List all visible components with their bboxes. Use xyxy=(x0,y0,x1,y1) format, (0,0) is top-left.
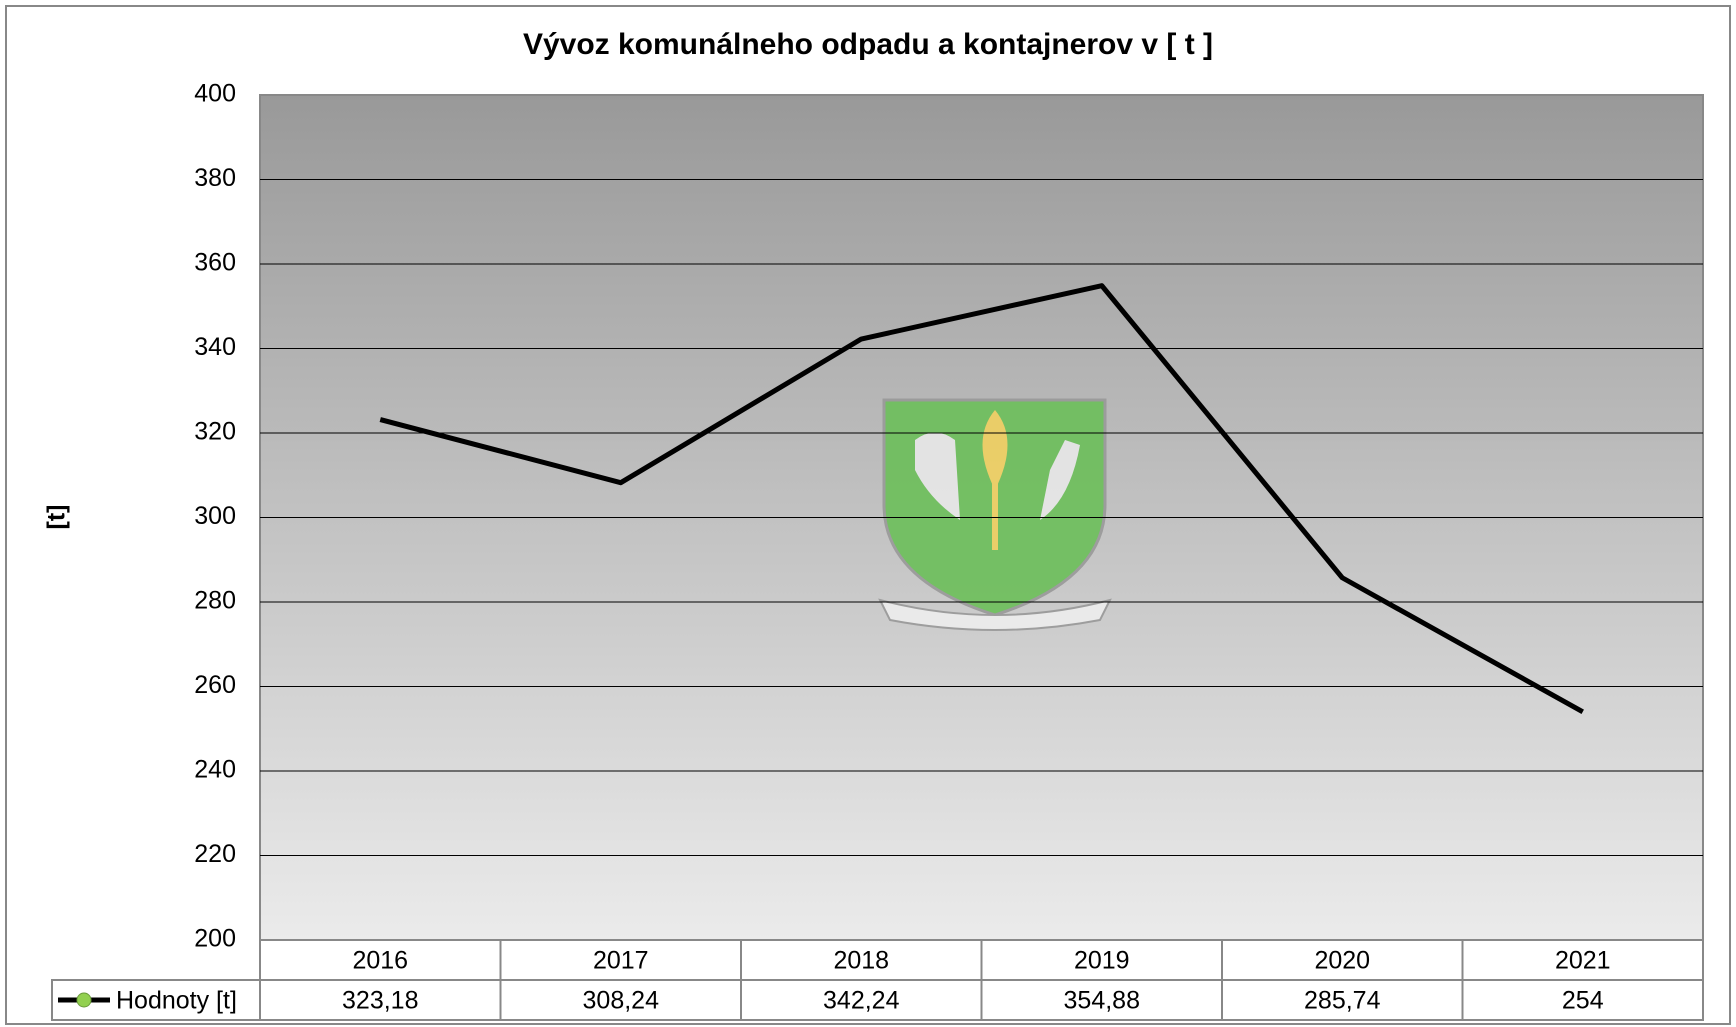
data-table-value: 254 xyxy=(1562,987,1604,1015)
data-table-value: 323,18 xyxy=(342,987,418,1015)
x-tick-label: 2017 xyxy=(593,947,649,975)
data-line xyxy=(379,283,1584,715)
y-tick-label: 260 xyxy=(194,671,236,699)
emblem xyxy=(878,398,1112,631)
y-tick-label: 300 xyxy=(194,502,236,530)
legend-label: Hodnoty [t] xyxy=(116,987,237,1015)
y-tick-label: 280 xyxy=(194,587,236,615)
y-tick-label: 220 xyxy=(194,840,236,868)
data-table-value: 308,24 xyxy=(583,987,660,1015)
y-tick-label: 320 xyxy=(194,418,236,446)
x-tick-label: 2016 xyxy=(352,947,408,975)
x-tick-label: 2018 xyxy=(833,947,889,975)
y-tick-label: 380 xyxy=(194,164,236,192)
y-tick-label: 400 xyxy=(194,80,236,108)
y-tick-label: 240 xyxy=(194,756,236,784)
y-axis-label: [t] xyxy=(43,505,71,530)
table-cell xyxy=(1461,979,1704,1021)
data-table-value: 342,24 xyxy=(823,987,900,1015)
data-table-value: 354,88 xyxy=(1064,987,1140,1015)
chart-title: Vývoz komunálneho odpadu a kontajnerov v… xyxy=(523,28,1213,61)
data-table-value: 285,74 xyxy=(1304,987,1381,1015)
legend-marker xyxy=(76,992,92,1008)
x-tick-label: 2019 xyxy=(1074,947,1130,975)
x-tick-label: 2020 xyxy=(1314,947,1370,975)
y-tick-label: 200 xyxy=(194,925,236,953)
x-tick-label: 2021 xyxy=(1555,947,1611,975)
y-tick-label: 340 xyxy=(194,333,236,361)
y-tick-label: 360 xyxy=(194,249,236,277)
